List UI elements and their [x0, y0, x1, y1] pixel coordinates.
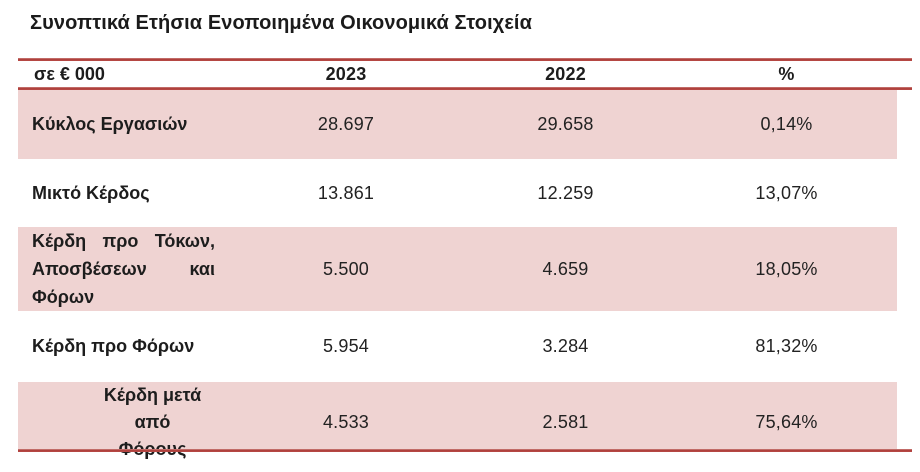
- header-2023: 2023: [325, 63, 367, 84]
- page-title: Συνοπτικά Ετήσια Ενοποιημένα Οικονομικά …: [30, 12, 532, 34]
- value-percent: 18,05%: [755, 258, 818, 279]
- row-label-word: Τόκων,: [154, 231, 215, 251]
- header-percent: %: [778, 63, 795, 84]
- header-units: σε € 000: [34, 63, 105, 84]
- row-label: Κέρδη προ Φόρων: [32, 336, 195, 356]
- value-2022: 12.259: [537, 182, 594, 203]
- header-2022: 2022: [545, 63, 586, 84]
- row-label-word: προ: [102, 231, 139, 251]
- value-percent: 75,64%: [755, 412, 818, 432]
- table-row-turnover: Κύκλος Εργασιών 28.697 29.658 0,14%: [18, 90, 897, 159]
- table-header-row: σε € 000 2023 2022 %: [18, 61, 897, 87]
- value-percent: 0,14%: [760, 114, 813, 134]
- value-2022: 29.658: [537, 114, 594, 134]
- table-header-rule: [18, 87, 912, 90]
- row-label: Κύκλος Εργασιών: [32, 114, 188, 134]
- table-row-profit-before-tax: Κέρδη προ Φόρων 5.954 3.284 81,32%: [18, 311, 897, 382]
- row-label-word: Αποσβέσεων: [32, 259, 147, 279]
- value-percent: 81,32%: [755, 336, 818, 356]
- table-row-gross-profit: Μικτό Κέρδος 13.861 12.259 13,07%: [18, 159, 897, 227]
- value-2022: 4.659: [542, 258, 589, 279]
- row-label-line: Αποσβέσεων και: [32, 255, 215, 283]
- row-label-word: Κέρδη: [32, 231, 87, 251]
- value-percent: 13,07%: [755, 182, 818, 203]
- table-bottom-rule: [18, 449, 912, 452]
- row-label-word: και: [189, 259, 215, 279]
- value-2023: 13.861: [317, 182, 375, 203]
- row-label: Κέρδη προ Τόκων, Αποσβέσεων και Φόρων: [18, 227, 237, 311]
- table-row-profit-after-tax: Κέρδη μετά από Φόρους 4.533 2.581 75,64%: [18, 382, 897, 459]
- value-2022: 3.284: [542, 336, 589, 356]
- table-top-rule: [18, 58, 912, 61]
- value-2023: 5.500: [322, 258, 370, 279]
- row-label-line: Κέρδη μετά από: [103, 385, 202, 432]
- row-label: Μικτό Κέρδος: [32, 182, 150, 203]
- value-2022: 2.581: [542, 412, 589, 432]
- value-2023: 4.533: [322, 412, 370, 432]
- value-2023: 28.697: [317, 114, 375, 134]
- value-2023: 5.954: [322, 336, 370, 356]
- table-row-ebitda: Κέρδη προ Τόκων, Αποσβέσεων και Φόρων 5.…: [18, 227, 897, 311]
- row-label-line: Κέρδη προ Τόκων,: [32, 227, 215, 255]
- row-label-line: Φόρων: [32, 287, 95, 307]
